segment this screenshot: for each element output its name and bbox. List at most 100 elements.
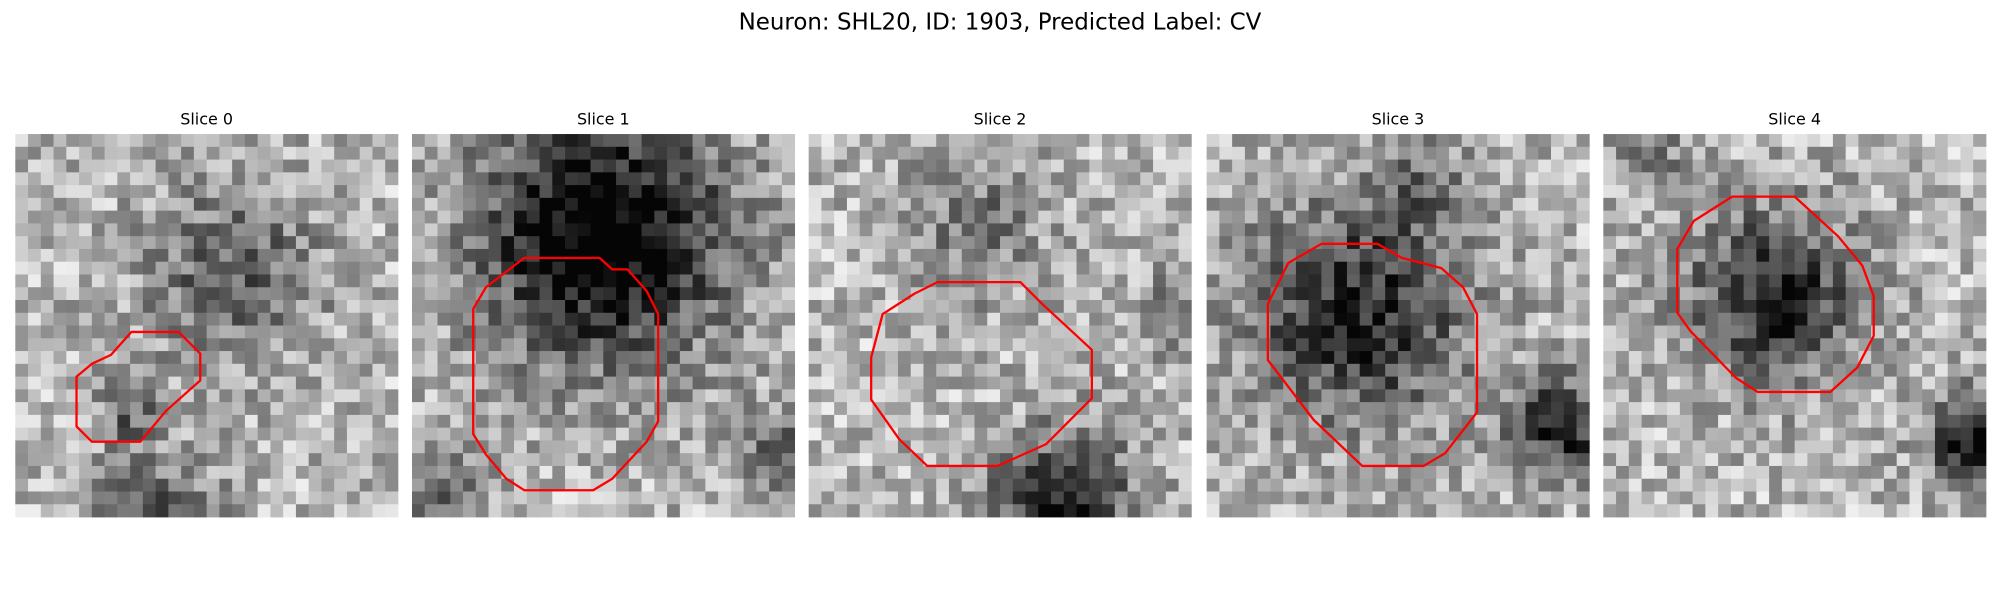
pixel [142, 351, 156, 365]
pixel [974, 338, 988, 352]
pixel [1960, 389, 1974, 403]
pixel [1127, 453, 1141, 467]
pixel [1448, 134, 1463, 148]
pixel [1705, 312, 1719, 326]
pixel [1165, 325, 1179, 339]
pixel [1089, 338, 1103, 352]
pixel [1692, 351, 1706, 365]
pixel [1140, 261, 1154, 275]
pixel [1051, 376, 1065, 390]
pixel [1538, 351, 1552, 365]
pixel [142, 440, 156, 454]
pixel [923, 478, 937, 492]
pixel [1487, 134, 1501, 148]
pixel [1909, 287, 1923, 301]
pixel [15, 223, 29, 237]
pixel [1576, 376, 1590, 390]
pixel [565, 159, 579, 173]
pixel [808, 414, 822, 429]
pixel [475, 223, 489, 237]
pixel [718, 427, 732, 441]
pixel [206, 376, 220, 390]
pixel [974, 478, 988, 492]
pixel [641, 491, 655, 505]
pixel [1538, 402, 1552, 416]
pixel [219, 453, 233, 467]
pixel [1178, 261, 1192, 275]
pixel [1563, 248, 1577, 263]
pixel [1551, 338, 1565, 352]
pixel [1295, 223, 1310, 237]
pixel [1257, 478, 1271, 492]
pixel [808, 210, 822, 224]
pixel [372, 223, 386, 237]
pixel [781, 402, 796, 416]
pixel [1257, 185, 1271, 199]
pixel [552, 414, 566, 429]
pixel [1756, 159, 1770, 173]
pixel [450, 172, 464, 186]
pixel [1654, 172, 1668, 186]
pixel [1270, 389, 1284, 403]
pixel [654, 300, 668, 314]
pixel [1692, 491, 1706, 505]
pixel [372, 172, 386, 186]
pixel [1563, 427, 1577, 441]
pixel [1934, 197, 1949, 212]
pixel [1219, 325, 1233, 339]
pixel [1436, 376, 1450, 390]
pixel [1461, 197, 1475, 212]
pixel [1883, 134, 1898, 148]
pixel [1679, 197, 1693, 212]
pixel [1051, 363, 1065, 377]
pixel [1372, 351, 1386, 365]
pixel [359, 491, 373, 505]
pixel [155, 172, 169, 186]
pixel [1102, 453, 1116, 467]
pixel [372, 504, 386, 518]
pixel [1283, 185, 1297, 199]
pixel [1500, 274, 1514, 288]
pixel [539, 197, 553, 212]
pixel [1909, 453, 1923, 467]
pixel [872, 300, 886, 314]
pixel [808, 274, 822, 288]
pixel [488, 248, 502, 263]
pixel [1883, 351, 1898, 365]
pixel [1845, 159, 1859, 173]
pixel [1781, 351, 1796, 365]
pixel [565, 389, 579, 403]
pixel [155, 504, 169, 518]
pixel [308, 300, 322, 314]
pixel [1781, 338, 1796, 352]
pixel [1206, 440, 1220, 454]
pixel [424, 427, 438, 441]
pixel [334, 134, 348, 148]
pixel [974, 427, 988, 441]
pixel [590, 351, 604, 365]
pixel [1654, 453, 1668, 467]
pixel [781, 287, 796, 301]
pixel [628, 402, 642, 416]
pixel [411, 146, 426, 160]
pixel [1436, 274, 1450, 288]
pixel [1410, 363, 1424, 377]
pixel [295, 236, 310, 250]
pixel [1896, 351, 1910, 365]
pixel [1257, 427, 1271, 441]
pixel [654, 172, 668, 186]
panel-title: Slice 0 [180, 109, 233, 128]
pixel [1512, 248, 1526, 263]
pixel [692, 274, 706, 288]
pixel [346, 172, 361, 186]
pixel [1832, 478, 1847, 492]
pixel [1896, 440, 1910, 454]
pixel [1922, 300, 1936, 314]
pixel [283, 491, 297, 505]
pixel [910, 389, 924, 403]
pixel [283, 261, 297, 275]
pixel [718, 248, 732, 263]
pixel [1114, 389, 1128, 403]
pixel [424, 504, 438, 518]
pixel [1140, 389, 1154, 403]
